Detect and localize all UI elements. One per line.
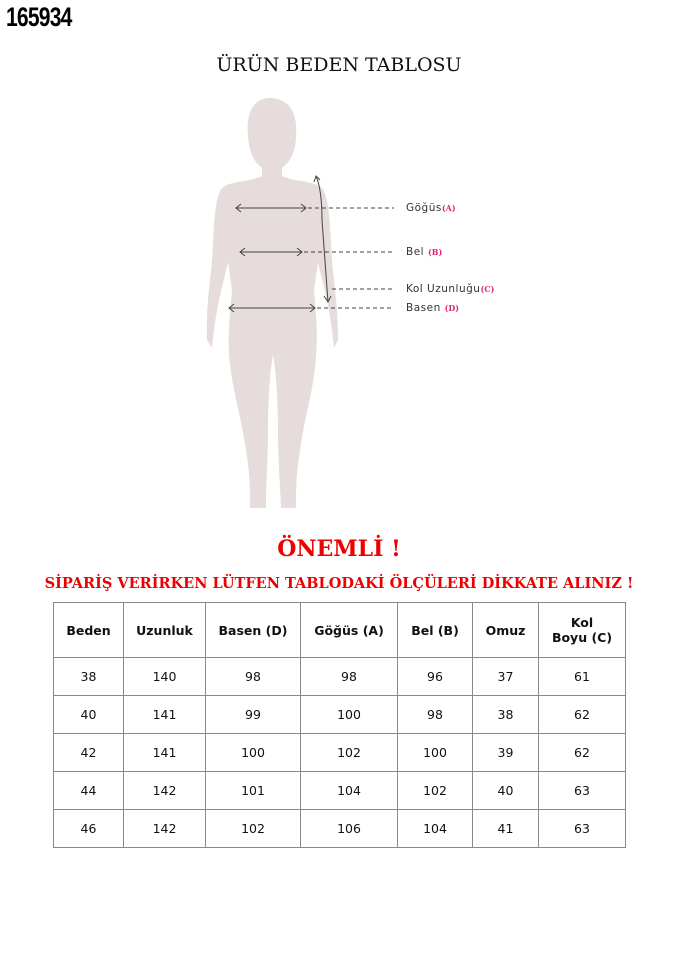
- table-row: 46 142 102 106 104 41 63: [53, 809, 626, 848]
- table-cell: 42: [53, 733, 124, 772]
- table-cell: 46: [53, 809, 124, 848]
- table-cell: 101: [205, 771, 301, 810]
- table-cell: 96: [397, 657, 473, 696]
- table-cell: 37: [472, 657, 539, 696]
- table-cell: 141: [123, 733, 206, 772]
- label-kol: Kol Uzunluğu(C): [406, 283, 495, 295]
- table-row: 38 140 98 98 96 37 61: [53, 657, 626, 696]
- product-code: 165934: [6, 2, 72, 32]
- column-header: Beden: [53, 602, 124, 658]
- table-row: 44 142 101 104 102 40 63: [53, 771, 626, 810]
- table-cell: 40: [472, 771, 539, 810]
- table-cell: 98: [205, 657, 301, 696]
- table-cell: 102: [397, 771, 473, 810]
- table-cell: 41: [472, 809, 539, 848]
- table-row: 40 141 99 100 98 38 62: [53, 695, 626, 734]
- body-silhouette: [206, 98, 394, 508]
- size-table: Beden Uzunluk Basen (D) Göğüs (A) Bel (B) Omu…: [53, 602, 626, 848]
- table-cell: 61: [538, 657, 626, 696]
- table-cell: 106: [300, 809, 398, 848]
- table-cell: 140: [123, 657, 206, 696]
- table-cell: 63: [538, 771, 626, 810]
- column-header: Göğüs (A): [300, 602, 398, 658]
- table-cell: 40: [53, 695, 124, 734]
- table-cell: 142: [123, 809, 206, 848]
- column-header: Bel (B): [397, 602, 473, 658]
- important-heading: ÖNEMLİ !: [277, 536, 401, 562]
- column-header: Uzunluk: [123, 602, 206, 658]
- table-cell: 38: [53, 657, 124, 696]
- table-cell: 141: [123, 695, 206, 734]
- table-cell: 99: [205, 695, 301, 734]
- table-row: 42 141 100 102 100 39 62: [53, 733, 626, 772]
- table-cell: 104: [397, 809, 473, 848]
- table-cell: 98: [300, 657, 398, 696]
- label-bel: Bel (B): [406, 246, 443, 258]
- column-header: Kol Boyu (C): [538, 602, 626, 658]
- table-cell: 39: [472, 733, 539, 772]
- label-gogus: Göğüs(A): [406, 202, 456, 214]
- table-cell: 63: [538, 809, 626, 848]
- table-cell: 38: [472, 695, 539, 734]
- table-cell: 100: [397, 733, 473, 772]
- table-cell: 98: [397, 695, 473, 734]
- table-cell: 104: [300, 771, 398, 810]
- label-basen: Basen (D): [406, 302, 460, 314]
- warning-text: SİPARİŞ VERİRKEN LÜTFEN TABLODAKİ ÖLÇÜLE…: [44, 575, 634, 592]
- table-cell: 102: [205, 809, 301, 848]
- table-cell: 100: [205, 733, 301, 772]
- table-cell: 44: [53, 771, 124, 810]
- table-cell: 142: [123, 771, 206, 810]
- table-cell: 100: [300, 695, 398, 734]
- table-cell: 62: [538, 733, 626, 772]
- page-title: ÜRÜN BEDEN TABLOSU: [216, 54, 462, 76]
- column-header: Basen (D): [205, 602, 301, 658]
- column-header: Omuz: [472, 602, 539, 658]
- table-cell: 62: [538, 695, 626, 734]
- table-cell: 102: [300, 733, 398, 772]
